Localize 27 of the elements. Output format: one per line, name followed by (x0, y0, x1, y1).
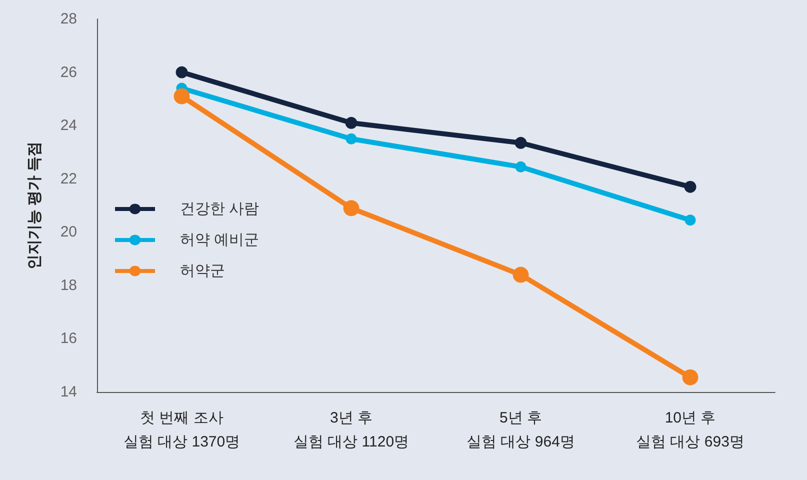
point (174, 88, 190, 104)
point (684, 214, 696, 226)
point (343, 200, 360, 216)
y-tick-label: 16 (60, 330, 77, 348)
legend-label: 건강한 사람 (180, 200, 260, 218)
legend-label: 허약군 (180, 262, 225, 280)
y-tick-label: 18 (60, 276, 77, 294)
point (512, 266, 529, 283)
y-tick-label: 26 (60, 64, 77, 81)
point (515, 161, 526, 172)
point (682, 369, 698, 386)
y-tick-label: 20 (60, 224, 77, 241)
y-tick-label: 22 (60, 170, 77, 188)
x-tick-label: 첫 번째 조사 실험 대상 1370명 (123, 410, 240, 450)
y-tick-label: 28 (60, 10, 77, 28)
x-tick-label: 3년 후 실험 대상 1120명 (293, 410, 410, 450)
y-tick-label: 24 (60, 117, 77, 134)
point (176, 66, 188, 78)
x-tick-label: 5년 후 실험 대상 964명 (466, 410, 575, 450)
y-tick-label: 14 (60, 384, 77, 400)
point (346, 133, 357, 144)
point (514, 136, 527, 149)
y-axis-title: 인지기능 평가 득점 (26, 141, 43, 270)
point (345, 116, 358, 129)
legend-label: 허약 예비군 (180, 232, 260, 248)
x-tick-label: 10년 후 실험 대상 693명 (636, 410, 744, 450)
point (684, 180, 696, 193)
